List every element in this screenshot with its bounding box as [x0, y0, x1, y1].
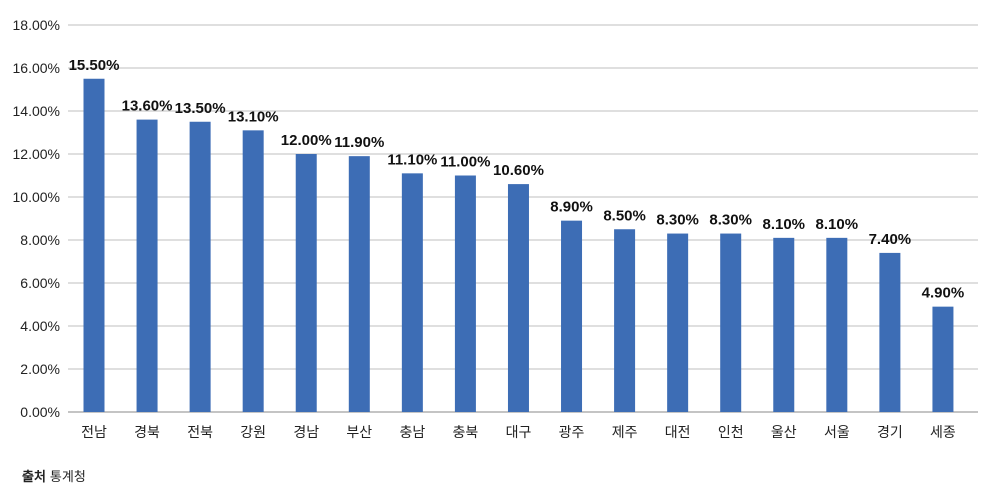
data-label: 8.10%: [762, 216, 805, 233]
bar: [454, 175, 476, 412]
bar: [667, 233, 689, 412]
y-tick-label: 18.00%: [13, 17, 60, 33]
x-tick-label: 경북: [134, 425, 160, 441]
y-tick-label: 6.00%: [20, 275, 60, 291]
x-tick-label: 서울: [824, 425, 850, 441]
data-label: 11.90%: [334, 134, 384, 151]
bar: [932, 306, 954, 412]
x-tick-label: 대구: [506, 425, 532, 441]
y-tick-label: 4.00%: [20, 318, 60, 334]
x-tick-label: 세종: [930, 425, 956, 441]
bar: [295, 154, 317, 412]
bar: [826, 237, 848, 412]
data-label: 8.10%: [816, 216, 859, 233]
bar: [242, 130, 264, 412]
bar: [83, 78, 105, 412]
data-label: 7.40%: [869, 231, 912, 248]
source-text: 통계청: [49, 470, 86, 485]
data-label: 8.90%: [550, 199, 593, 216]
data-label: 8.50%: [603, 207, 646, 224]
bar: [614, 229, 636, 412]
y-tick-label: 16.00%: [13, 60, 60, 76]
source-note: 출처 통계청: [22, 466, 86, 485]
x-tick-label: 충남: [399, 425, 425, 441]
data-label: 12.00%: [281, 132, 332, 149]
y-tick-label: 10.00%: [13, 189, 60, 205]
data-label: 8.30%: [709, 212, 752, 229]
bar: [879, 252, 901, 412]
bar: [773, 237, 795, 412]
data-label: 4.90%: [922, 285, 965, 302]
bar: [720, 233, 742, 412]
bar-chart: 0.00% 2.00% 4.00% 6.00% 8.00% 10.00% 12.00% 14.…: [13, 17, 978, 441]
y-tick-label: 14.00%: [13, 103, 60, 119]
y-tick-label: 0.00%: [20, 404, 60, 420]
x-tick-label: 제주: [612, 425, 638, 441]
bar: [401, 173, 423, 412]
x-tick-label: 강원: [240, 425, 266, 441]
x-tick-label: 경남: [293, 425, 319, 441]
x-tick-label: 울산: [771, 425, 797, 441]
bar: [348, 156, 370, 412]
bar: [561, 220, 583, 412]
data-label: 11.00%: [440, 154, 490, 171]
x-tick-label: 대전: [665, 425, 691, 441]
bar: [189, 121, 211, 412]
data-label: 8.30%: [656, 212, 699, 229]
x-tick-label: 충북: [453, 425, 479, 441]
x-tick-label: 광주: [559, 425, 585, 441]
data-label: 15.50%: [69, 57, 120, 74]
x-tick-label: 경기: [877, 425, 903, 441]
data-label: 13.10%: [228, 108, 279, 125]
data-label: 11.10%: [387, 151, 437, 168]
x-tick-label: 부산: [346, 425, 372, 441]
x-tick-label: 전남: [81, 425, 107, 441]
y-tick-label: 8.00%: [20, 232, 60, 248]
data-label: 13.50%: [175, 100, 226, 117]
bar: [507, 184, 529, 412]
x-tick-label: 인천: [718, 425, 744, 441]
source-label: 출처: [22, 470, 46, 485]
bar: [136, 119, 158, 412]
y-tick-label: 2.00%: [20, 361, 60, 377]
x-tick-label: 전북: [187, 425, 213, 441]
data-label: 13.60%: [122, 98, 173, 115]
y-tick-label: 12.00%: [13, 146, 60, 162]
data-label: 10.60%: [493, 162, 544, 179]
